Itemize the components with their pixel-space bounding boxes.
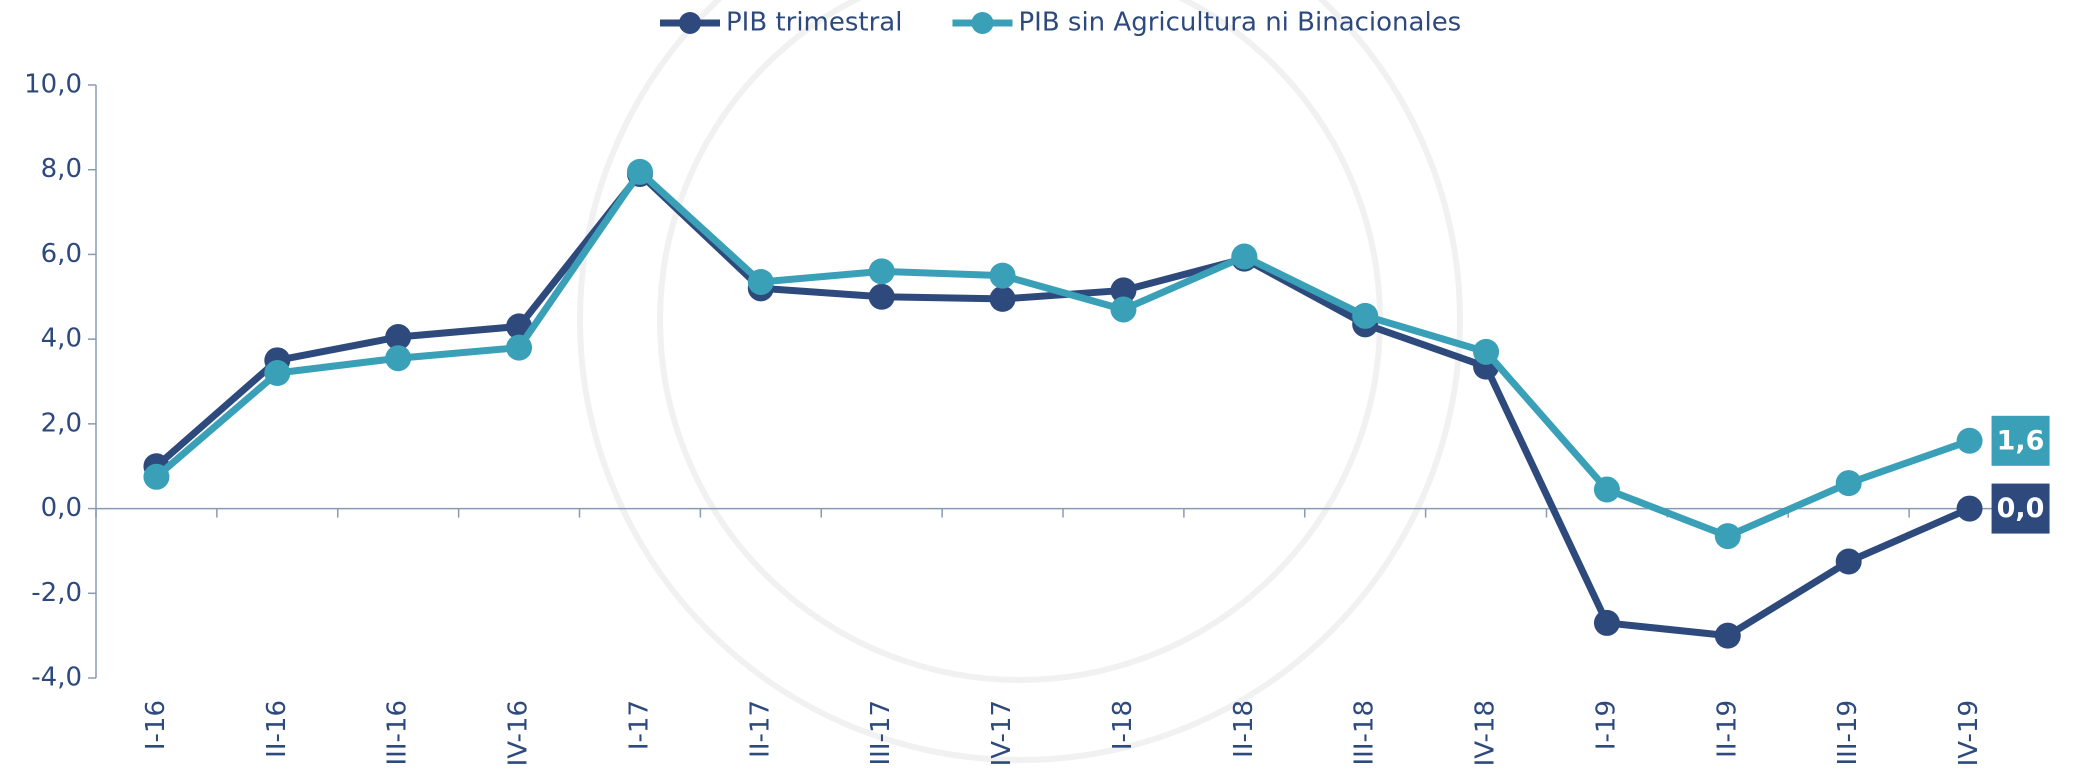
x-tick-label: III-17 bbox=[866, 700, 896, 765]
y-tick-label: 6,0 bbox=[41, 239, 82, 269]
x-tick-label: III-19 bbox=[1833, 700, 1863, 765]
y-tick-label: 2,0 bbox=[41, 408, 82, 438]
point bbox=[506, 334, 533, 361]
point bbox=[868, 283, 895, 310]
y-tick-label: 10,0 bbox=[24, 70, 82, 100]
value-label: 0,0 bbox=[1997, 493, 2045, 524]
point bbox=[989, 262, 1016, 289]
y-tick-label: 8,0 bbox=[41, 154, 82, 184]
point bbox=[1835, 470, 1862, 497]
point bbox=[385, 324, 412, 351]
x-tick-label: II-17 bbox=[745, 700, 775, 758]
point bbox=[143, 463, 170, 490]
point bbox=[385, 345, 412, 372]
point bbox=[1593, 476, 1620, 503]
x-tick-label: III-18 bbox=[1350, 700, 1380, 765]
x-tick-label: IV-16 bbox=[504, 700, 534, 766]
x-tick-label: II-18 bbox=[1229, 700, 1259, 758]
point bbox=[989, 285, 1016, 312]
point bbox=[1110, 277, 1137, 304]
x-tick-label: I-17 bbox=[624, 700, 654, 750]
point bbox=[1714, 622, 1741, 649]
point bbox=[868, 258, 895, 285]
x-tick-label: IV-18 bbox=[1471, 700, 1501, 766]
value-label-box bbox=[1991, 483, 2050, 534]
x-tick-label: II-16 bbox=[262, 700, 292, 758]
x-tick-label: III-16 bbox=[383, 700, 413, 765]
watermark bbox=[577, 0, 1463, 763]
y-tick-label: 4,0 bbox=[41, 324, 82, 354]
series-line bbox=[154, 168, 1971, 540]
point bbox=[1231, 243, 1258, 270]
point bbox=[1352, 302, 1379, 329]
x-tick-label: IV-19 bbox=[1954, 700, 1984, 766]
y-tick-label: -2,0 bbox=[31, 578, 82, 608]
x-tick-label: I-18 bbox=[1108, 700, 1138, 750]
value-label: 1,6 bbox=[1997, 425, 2045, 456]
point bbox=[1714, 523, 1741, 550]
x-tick-label: IV-17 bbox=[987, 700, 1017, 766]
point bbox=[1593, 609, 1620, 636]
point bbox=[1110, 296, 1137, 323]
y-tick-label: -4,0 bbox=[31, 663, 82, 693]
point bbox=[1956, 495, 1983, 522]
value-label-box bbox=[1991, 415, 2050, 466]
point bbox=[1473, 338, 1500, 365]
point bbox=[747, 268, 774, 295]
point bbox=[1835, 548, 1862, 575]
x-tick-label: I-19 bbox=[1591, 700, 1621, 750]
point bbox=[1956, 427, 1983, 454]
x-tick-label: I-16 bbox=[141, 700, 171, 750]
point bbox=[626, 158, 653, 185]
legend-marker bbox=[679, 12, 701, 34]
series-line bbox=[154, 170, 1971, 640]
point bbox=[264, 360, 291, 387]
legend-label: PIB trimestral bbox=[726, 8, 902, 38]
legend-marker bbox=[971, 12, 994, 34]
x-tick-label: II-19 bbox=[1712, 700, 1742, 758]
y-tick-label: 0,0 bbox=[41, 493, 82, 523]
legend: PIB trimestral PIB sin Agricultura ni Bin… bbox=[660, 8, 1461, 38]
legend-label: PIB sin Agricultura ni Binacionales bbox=[1018, 8, 1461, 38]
